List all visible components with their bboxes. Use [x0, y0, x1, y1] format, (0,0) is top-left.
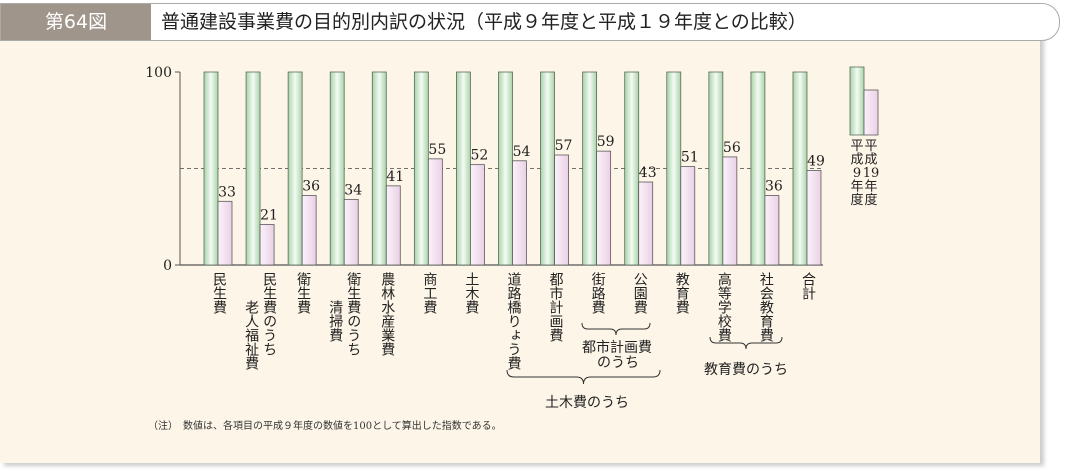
bar-heisei9 [498, 71, 513, 266]
bar-heisei9 [413, 71, 429, 266]
data-label: 43 [639, 165, 657, 181]
bar-heisei9 [750, 71, 766, 266]
brace-kyoiku [709, 336, 783, 350]
figure-number: 第64図 [1, 4, 151, 40]
bar-heisei9 [245, 71, 261, 266]
bar-heisei9 [666, 71, 682, 266]
y-tick-label: 0 [163, 258, 172, 274]
data-label: 51 [681, 150, 699, 166]
bar-heisei19 [512, 160, 527, 266]
legend-label: 度 [864, 192, 877, 208]
category-label: 商工費 [421, 272, 438, 314]
category-label: 民生費のうち [261, 272, 278, 356]
category-label: 土木費 [463, 272, 480, 314]
category-label: 衛生費のうち [345, 272, 362, 356]
title-bar: 第64図 普通建設事業費の目的別内訳の状況（平成９年度と平成１９年度との比較） [0, 3, 1060, 41]
legend-label: 平 [850, 139, 863, 154]
bar-heisei9 [792, 71, 808, 266]
bar-heisei19 [427, 158, 443, 266]
legend-swatch-heisei19 [863, 89, 879, 136]
data-label: 36 [302, 179, 320, 195]
y-tick-label: 100 [145, 65, 172, 81]
bar-heisei19 [680, 166, 696, 266]
brace-toshi [581, 322, 651, 336]
bar-heisei19 [470, 164, 485, 266]
bar-heisei9 [708, 71, 724, 266]
data-label: 36 [765, 179, 783, 195]
category-label: 都市計画費 [547, 272, 564, 342]
data-label: 41 [386, 169, 404, 185]
category-label: 農林水産業費 [379, 272, 396, 356]
bar-heisei9 [287, 71, 303, 266]
data-label: 49 [807, 153, 825, 169]
category-label: 衛生費 [295, 272, 312, 314]
bar-heisei9 [371, 71, 387, 266]
category-label: 道路橋りょう費 [505, 272, 522, 370]
legend-label: 成 [850, 153, 863, 168]
category-label: 老人福祉費 [243, 300, 260, 370]
bar-heisei19 [554, 154, 569, 266]
category-label: 高等学校費 [715, 272, 732, 342]
bar-heisei19 [722, 156, 738, 266]
data-label: 21 [260, 207, 278, 223]
legend-label: 19 [863, 166, 880, 181]
bar-heisei9 [540, 71, 555, 266]
legend-label: 成 [864, 153, 877, 168]
legend-label: 9 [853, 166, 861, 181]
data-label: 55 [428, 142, 446, 158]
legend-swatch-heisei9 [849, 66, 865, 136]
group-label: 教育費のうち [704, 362, 788, 378]
bar-heisei19 [385, 185, 401, 266]
legend-label: 度 [850, 192, 863, 208]
data-label: 56 [723, 140, 741, 156]
bar-heisei9 [624, 71, 640, 266]
data-label: 54 [513, 144, 531, 160]
bar-heisei9 [203, 71, 219, 266]
bar-heisei19 [638, 181, 654, 266]
group-label: 都市計画費 [582, 340, 652, 356]
bar-heisei9 [456, 71, 471, 266]
bar-heisei9 [582, 71, 598, 266]
bar-heisei19 [301, 195, 317, 266]
bar-heisei19 [217, 200, 233, 266]
category-label: 教育費 [673, 272, 690, 314]
bar-heisei19 [764, 195, 780, 266]
bar-heisei19 [343, 198, 359, 266]
group-label: 土木費のうち [545, 395, 629, 411]
category-label: 合計 [799, 272, 816, 300]
bar-heisei19 [596, 150, 612, 266]
legend-label: 平 [864, 139, 877, 154]
category-label: 社会教育費 [757, 272, 774, 342]
group-label: のうち [597, 355, 639, 371]
bar-heisei19 [806, 170, 822, 266]
data-label: 34 [344, 182, 362, 198]
category-label: 清掃費 [327, 300, 344, 342]
category-label: 公園費 [631, 272, 648, 314]
data-label: 57 [555, 138, 573, 154]
data-label: 59 [597, 134, 615, 150]
data-label: 52 [471, 148, 489, 164]
bar-heisei9 [329, 71, 345, 266]
bar-heisei19 [259, 224, 275, 266]
data-label: 33 [218, 184, 236, 200]
category-label: 街路費 [589, 272, 606, 314]
category-label: 民生費 [211, 272, 227, 314]
legend-label: 年 [864, 180, 877, 195]
chart-title: 普通建設事業費の目的別内訳の状況（平成９年度と平成１９年度との比較） [161, 11, 807, 33]
footnote: （注） 数値は、各項目の平成９年度の数値を100として算出した指数である。 [148, 421, 502, 432]
legend-label: 年 [850, 180, 863, 195]
brace-doboku [506, 369, 661, 385]
